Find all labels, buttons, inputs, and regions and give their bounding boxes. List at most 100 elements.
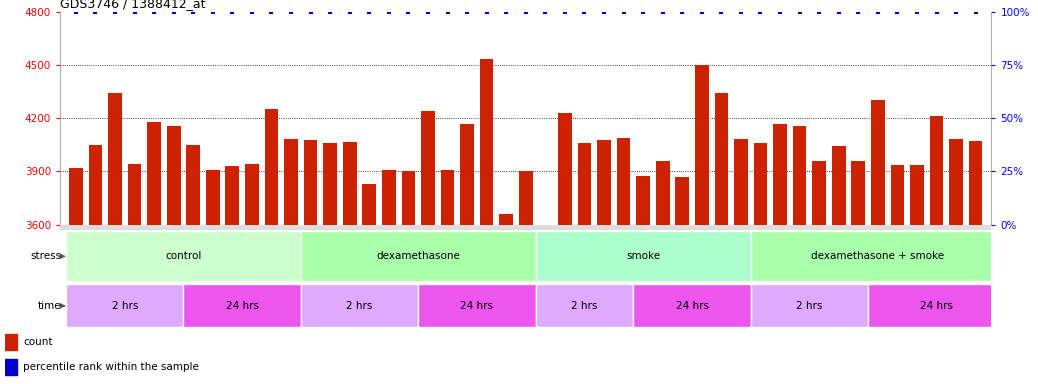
Bar [304,140,318,384]
Bar [184,284,301,328]
Point [771,8,788,15]
Point [693,8,710,15]
Point [342,8,358,15]
Bar [225,166,239,384]
Point [185,8,201,15]
Bar [636,176,650,384]
Bar [147,122,161,384]
Bar [868,284,1005,328]
Bar [69,168,83,384]
Bar [734,139,747,384]
Bar [499,214,513,384]
Point [322,8,338,15]
Point [674,8,690,15]
Bar [108,93,121,384]
Point [890,8,906,15]
Bar [676,177,689,384]
Text: 24 hrs: 24 hrs [920,301,953,311]
Bar [343,142,356,384]
Point [967,8,984,15]
Text: dexamethasone: dexamethasone [376,251,460,262]
Bar [187,145,200,384]
Bar [418,284,536,328]
Bar [66,284,184,328]
Text: percentile rank within the sample: percentile rank within the sample [23,362,199,372]
Point [870,8,886,15]
Point [518,8,535,15]
Text: stress: stress [30,251,61,262]
Bar [714,93,729,384]
Bar [480,60,493,384]
Point [596,8,612,15]
Bar [5,359,17,375]
Bar [536,284,633,328]
Bar [910,165,924,384]
Point [127,8,143,15]
Point [67,8,84,15]
Point [713,8,730,15]
Bar [88,145,103,384]
Point [479,8,495,15]
Bar [793,126,807,384]
Bar [536,232,750,281]
Point [908,8,925,15]
Point [107,8,124,15]
Point [381,8,398,15]
Bar [301,284,418,328]
Bar [656,161,670,384]
Bar [558,113,572,384]
Bar [323,143,337,384]
Bar [754,143,767,384]
Point [733,8,749,15]
Point [302,8,319,15]
Bar [633,284,750,328]
Bar [66,232,301,281]
Bar [617,137,630,384]
Point [948,8,964,15]
Text: 2 hrs: 2 hrs [796,301,822,311]
Point [635,8,652,15]
Point [264,8,280,15]
Bar [362,184,376,384]
Bar [402,171,415,384]
Text: 2 hrs: 2 hrs [111,301,138,311]
Bar [597,140,610,384]
Bar [577,143,592,384]
Bar [539,324,552,384]
Bar [167,126,181,384]
Point [439,8,456,15]
Point [850,8,867,15]
Bar [695,65,709,384]
Text: 2 hrs: 2 hrs [571,301,598,311]
Bar [245,164,258,384]
Text: dexamethasone + smoke: dexamethasone + smoke [812,251,945,262]
Text: 24 hrs: 24 hrs [676,301,709,311]
Bar [813,161,826,384]
Text: control: control [165,251,201,262]
Point [400,8,416,15]
Bar [750,232,1005,281]
Point [87,8,104,15]
Bar [519,171,532,384]
Bar [460,124,474,384]
Bar [750,284,868,328]
Point [556,8,573,15]
Point [811,8,827,15]
Bar [5,334,17,350]
Bar [851,161,865,384]
Bar [968,141,983,384]
Point [654,8,671,15]
Bar [441,170,455,384]
Point [361,8,378,15]
Point [282,8,299,15]
Bar [421,111,435,384]
Point [576,8,593,15]
Point [791,8,808,15]
Bar [831,146,846,384]
Point [753,8,769,15]
Point [616,8,632,15]
Point [459,8,475,15]
Point [145,8,162,15]
Point [244,8,261,15]
Bar [871,100,884,384]
